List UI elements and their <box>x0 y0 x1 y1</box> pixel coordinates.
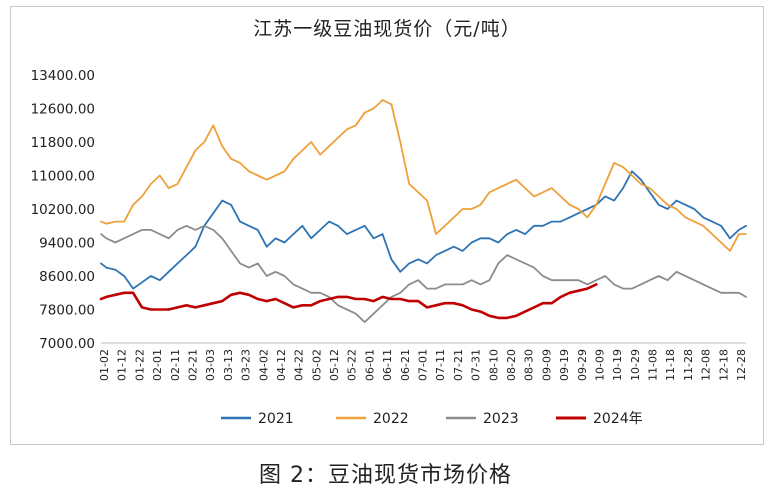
x-tick-label: 01-02 <box>98 349 111 381</box>
y-axis: 13400.00 12600.00 11800.00 11000.00 10200.00… <box>31 68 95 352</box>
x-tick-label: 06-21 <box>399 349 412 381</box>
figure-caption: 图 2：豆油现货市场价格 <box>259 463 512 488</box>
x-tick-label: 04-22 <box>293 349 306 381</box>
x-tick-label: 11-18 <box>664 349 677 381</box>
x-tick-label: 01-12 <box>116 349 129 381</box>
legend-label: 2023 <box>483 411 519 427</box>
x-tick-label: 08-30 <box>523 349 536 381</box>
x-tick-label: 10-19 <box>611 349 624 381</box>
y-tick-label: 10200.00 <box>31 202 95 218</box>
legend-label: 2021 <box>258 411 294 427</box>
x-tick-label: 03-13 <box>222 349 235 381</box>
x-tick-label: 07-21 <box>452 349 465 381</box>
y-tick-label: 7000.00 <box>39 336 95 352</box>
x-tick-label: 04-12 <box>275 349 288 381</box>
x-tick-label: 03-03 <box>204 349 217 381</box>
x-tick-label: 11-28 <box>682 349 695 381</box>
x-tick-label: 12-08 <box>700 349 713 381</box>
plot-lines <box>99 99 747 324</box>
x-tick-label: 05-02 <box>310 349 323 381</box>
x-tick-label: 08-10 <box>487 349 500 381</box>
legend-label: 2024年 <box>593 411 643 427</box>
x-tick-label: 12-18 <box>717 349 730 381</box>
x-tick-label: 09-09 <box>540 349 553 381</box>
x-tick-label: 06-11 <box>381 349 394 381</box>
x-tick-label: 11-08 <box>647 349 660 381</box>
series-line-2022 <box>100 99 747 252</box>
y-tick-label: 7800.00 <box>39 303 95 319</box>
x-tick-label: 07-01 <box>417 349 430 381</box>
chart-frame: 江苏一级豆油现货价（元/吨） 13400.00 12600.00 11800.00 1… <box>10 6 764 445</box>
x-tick-label: 07-11 <box>434 349 447 381</box>
x-tick-label: 12-28 <box>735 349 748 381</box>
x-tick-label: 05-22 <box>346 349 359 381</box>
chart-title: 江苏一级豆油现货价（元/吨） <box>253 18 520 40</box>
x-tick-label: 06-01 <box>363 349 376 381</box>
x-tick-label: 10-09 <box>593 349 606 381</box>
x-tick-label: 07-31 <box>470 349 483 381</box>
legend-label: 2022 <box>373 411 409 427</box>
x-tick-label: 09-19 <box>558 349 571 381</box>
chart-svg: 江苏一级豆油现货价（元/吨） 13400.0012600.0011800.001… <box>31 18 748 427</box>
series-line-2023 <box>100 224 747 324</box>
x-tick-label: 09-29 <box>576 349 589 381</box>
x-tick-label: 02-01 <box>151 349 164 381</box>
x-tick-label: 02-21 <box>186 349 199 381</box>
legend: 2021 2022 2023 2024年 <box>221 411 643 427</box>
y-tick-label: 11000.00 <box>31 169 95 185</box>
y-tick-label: 11800.00 <box>31 135 95 151</box>
y-tick-label: 8600.00 <box>39 269 95 285</box>
series-line-2024 <box>99 283 598 320</box>
x-tick-label: 08-20 <box>505 349 518 381</box>
x-tick-label: 04-02 <box>257 349 270 381</box>
y-tick-label: 12600.00 <box>31 102 95 118</box>
x-axis: 01-02 01-12 01-22 02-01 02-11 02-21 03-03 03-13… <box>98 342 748 381</box>
x-tick-label: 03-23 <box>240 349 253 381</box>
series-line-2021 <box>100 170 747 290</box>
x-tick-label: 05-12 <box>328 349 341 381</box>
y-tick-label: 9400.00 <box>39 236 95 252</box>
x-tick-label: 01-22 <box>133 349 146 381</box>
x-tick-label: 10-29 <box>629 349 642 381</box>
y-tick-label: 13400.00 <box>31 68 95 84</box>
x-tick-label: 02-11 <box>169 349 182 381</box>
